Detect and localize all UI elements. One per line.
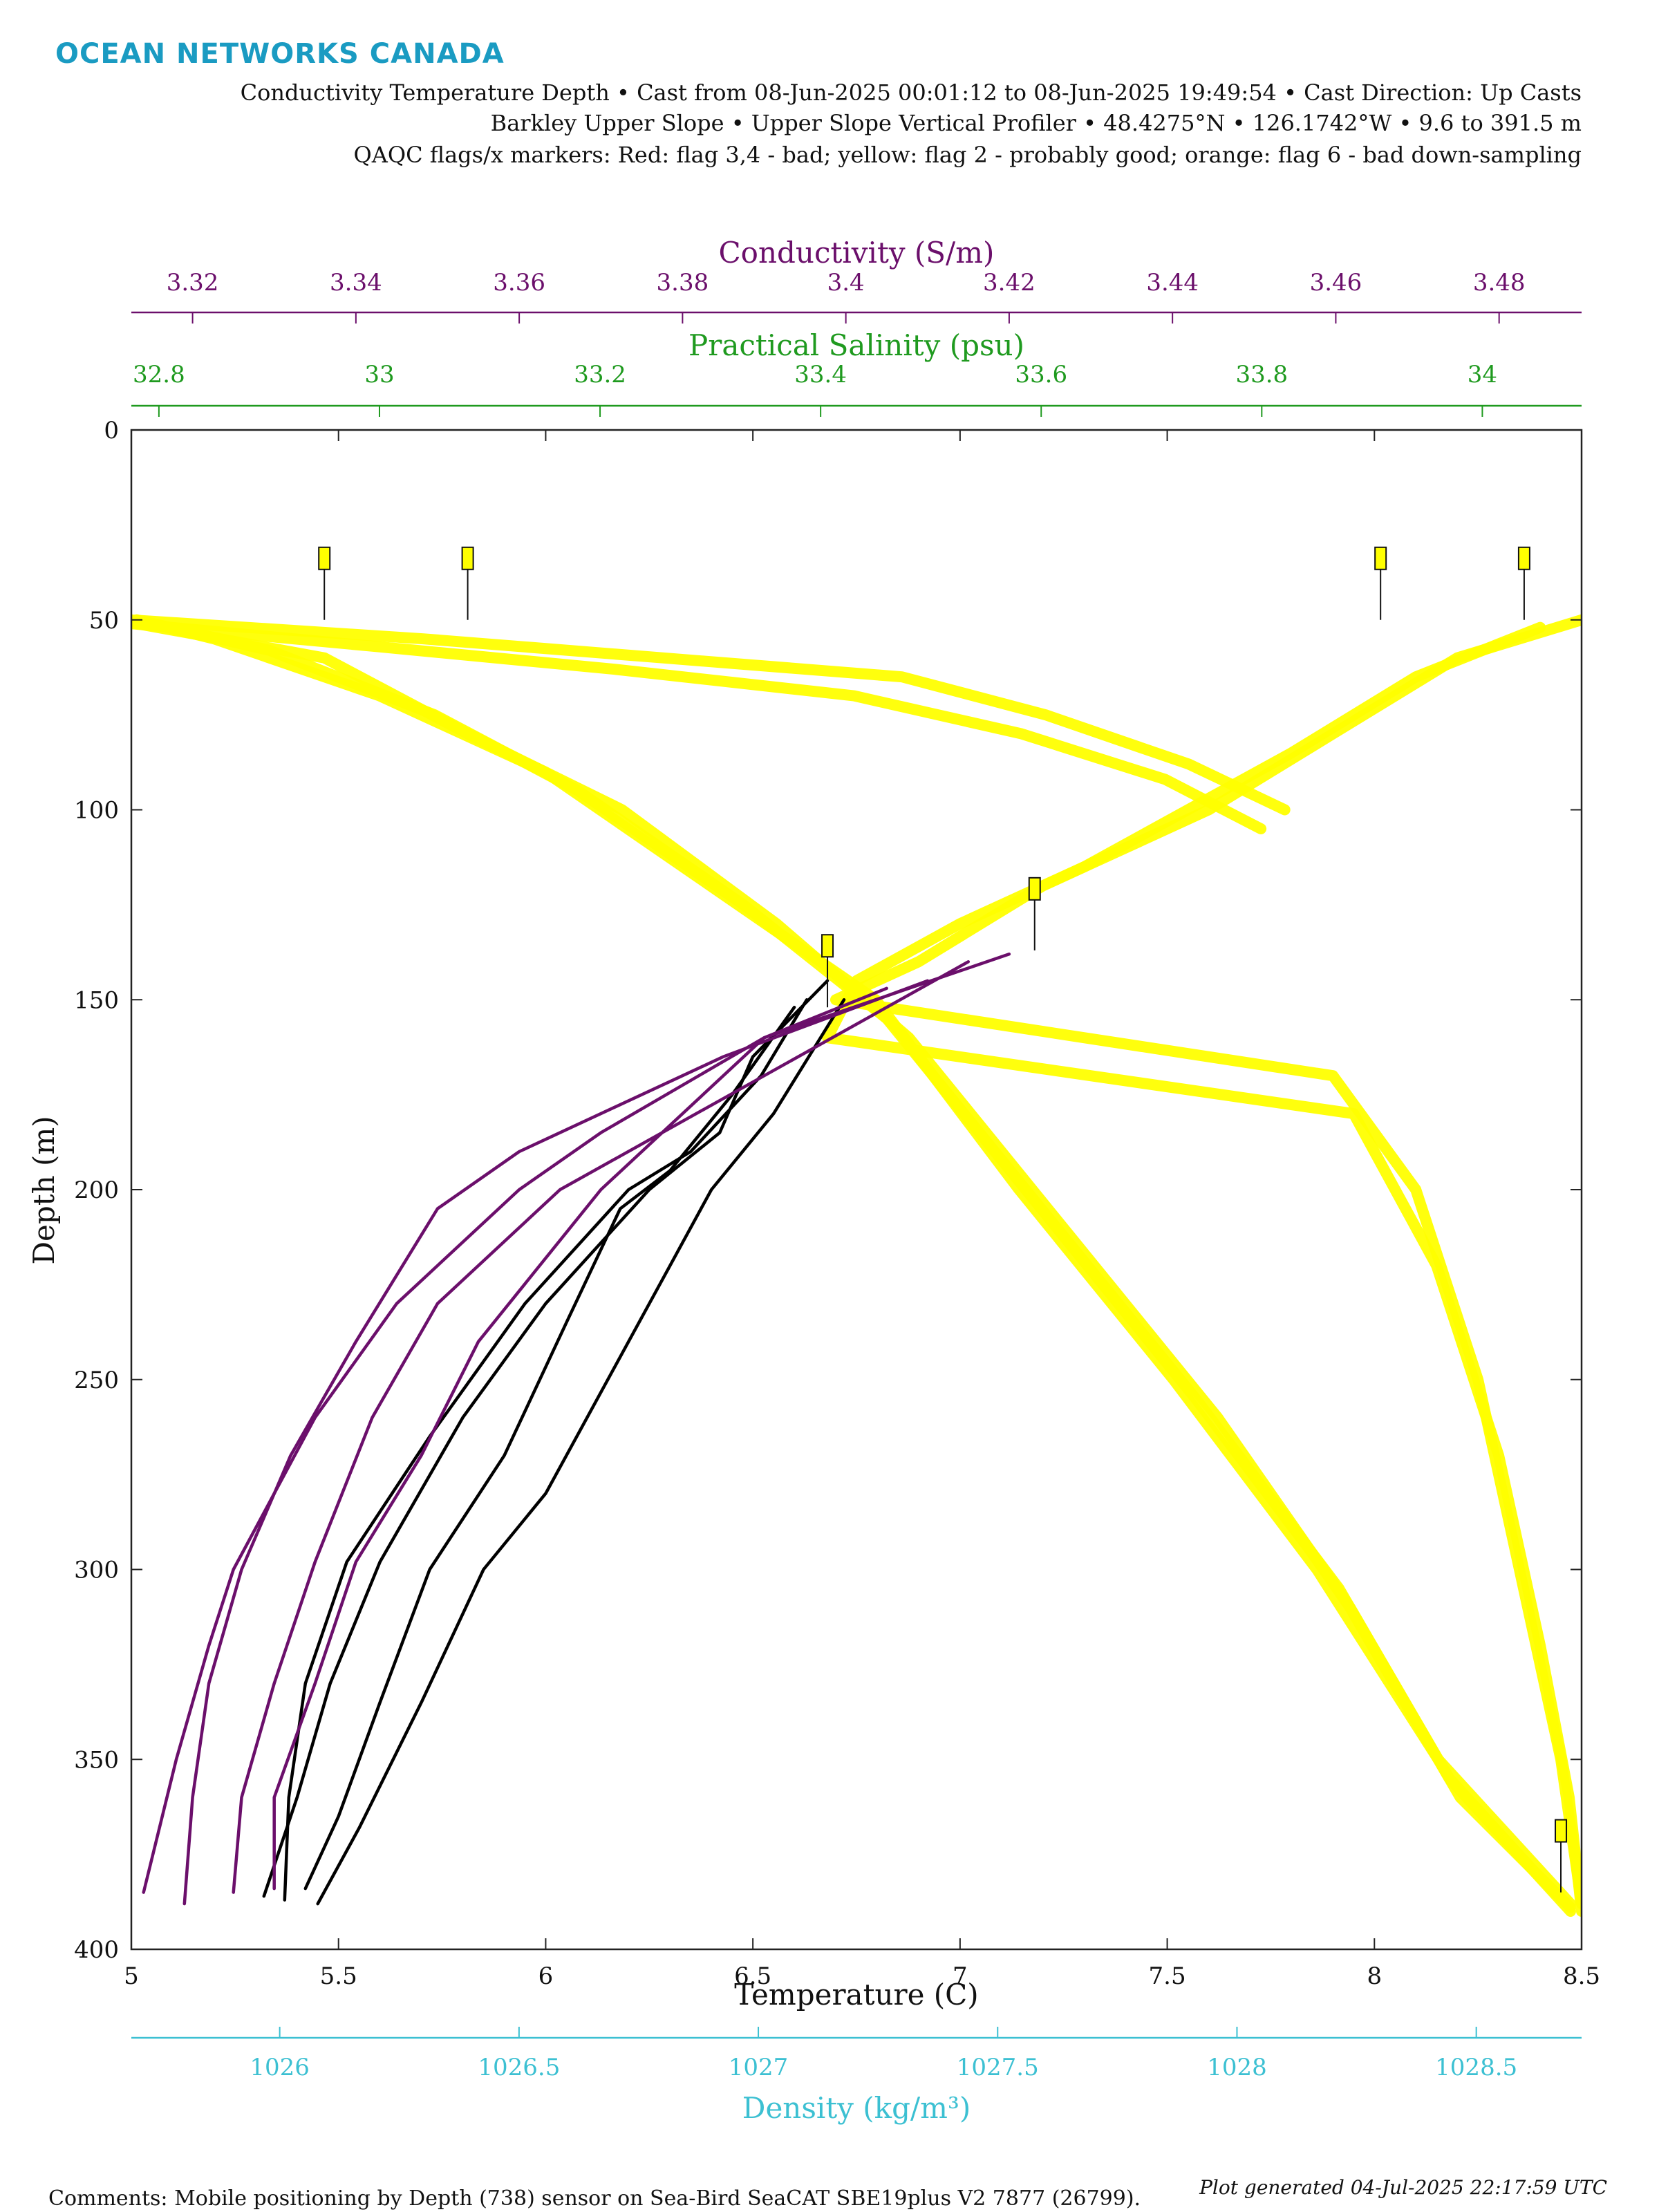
- conductivity-cast-2-line: [182, 979, 930, 1906]
- conductivity-tick-label: 3.4: [827, 269, 865, 297]
- temperature-tick-label: 5.5: [320, 1962, 357, 1990]
- salinity-tick-label: 34: [1468, 361, 1497, 388]
- salinity-tick-label: 32.8: [133, 361, 185, 388]
- temperature-tick-label: 5: [124, 1962, 139, 1990]
- qaqc-flag-marker: [1028, 877, 1041, 901]
- temperature-cast-1-line: [830, 614, 1582, 1910]
- salinity-ticks: 32.8 33 33.2 33.4 33.6 33.8 34: [133, 361, 1497, 417]
- temperature-tick-label: 6: [538, 1962, 554, 1990]
- temperature-cast-4-line: [316, 998, 846, 1906]
- temperature-cast-3-line: [303, 1005, 796, 1891]
- temperature-tick-label: 7.5: [1149, 1962, 1186, 1990]
- qaqc-flag-marker: [821, 934, 834, 958]
- conductivity-tick-label: 3.48: [1473, 269, 1526, 297]
- depth-tick-label: 400: [74, 1936, 119, 1964]
- density-ticks: 1026 1026.5 1027 1027.5 1028 1028.5: [250, 2027, 1517, 2081]
- temperature-cast-2-line: [822, 621, 1582, 1917]
- conductivity-tick-label: 3.32: [167, 269, 219, 297]
- qaqc-flag-marker: [461, 546, 474, 570]
- conductivity-tick-label: 3.36: [493, 269, 545, 297]
- qaqc-flag-marker: [1374, 546, 1387, 570]
- salinity-cast-3-line: [131, 618, 1576, 1913]
- conductivity-tick-label: 3.34: [330, 269, 382, 297]
- density-tick-label: 1028.5: [1435, 2054, 1517, 2081]
- depth-tick-label: 350: [74, 1746, 119, 1774]
- qaqc-flag-marker: [1517, 546, 1530, 570]
- depth-ticks: 0 50 100 150 200 250 300 350 400: [74, 417, 1582, 1964]
- depth-tick-label: 300: [74, 1557, 119, 1584]
- temperature-tick-label: 8: [1367, 1962, 1382, 1990]
- density-tick-label: 1026: [250, 2054, 310, 2081]
- title-line-3: QAQC flags/x markers: Red: flag 3,4 - ba…: [354, 142, 1582, 168]
- footer-comments: Comments: Mobile positioning by Depth (7…: [48, 2186, 1141, 2211]
- plot-series: [131, 614, 1582, 1917]
- qaqc-flag-marker: [318, 546, 331, 570]
- salinity-tick-label: 33.6: [1015, 361, 1067, 388]
- conductivity-tick-label: 3.38: [657, 269, 709, 297]
- temperature-axis-label: Temperature (C): [734, 1978, 978, 2012]
- salinity-axis: Practical Salinity (psu) 32.8 33 33.2 33.4 3…: [131, 328, 1582, 417]
- depth-tick-label: 0: [104, 417, 119, 444]
- depth-tick-label: 200: [74, 1177, 119, 1204]
- salinity-tick-label: 33.2: [574, 361, 626, 388]
- temperature-tick-label: 7: [953, 1962, 968, 1990]
- temperature-tick-label: 6.5: [734, 1962, 771, 1990]
- conductivity-ticks: 3.32 3.34 3.36 3.38 3.4 3.42 3.44 3.46 3.48: [167, 269, 1526, 324]
- qaqc-flag-marker: [1555, 1819, 1568, 1843]
- depth-tick-label: 50: [89, 607, 119, 635]
- density-tick-label: 1028: [1207, 2054, 1267, 2081]
- title-line-2: Barkley Upper Slope • Upper Slope Vertic…: [491, 110, 1582, 136]
- density-tick-label: 1027.5: [957, 2054, 1039, 2081]
- plot-generated-timestamp: Plot generated 04-Jul-2025 22:17:59 UTC: [1199, 2176, 1607, 2199]
- salinity-tick-label: 33: [364, 361, 394, 388]
- conductivity-cast-4-line: [272, 953, 1011, 1891]
- density-tick-label: 1026.5: [478, 2054, 560, 2081]
- conductivity-axis: Conductivity (S/m) 3.32 3.34 3.36 3.38 3.4 3.…: [131, 236, 1582, 324]
- depth-tick-label: 100: [74, 797, 119, 825]
- title-line-1: Conductivity Temperature Depth • Cast fr…: [241, 79, 1582, 106]
- temperature-tick-label: 8.5: [1563, 1962, 1600, 1990]
- temperature-cast-1-line: [262, 979, 830, 1898]
- salinity-cast-1-line: [131, 614, 1576, 1910]
- conductivity-axis-label: Conductivity (S/m): [719, 236, 995, 270]
- temperature-ticks: 5 5.5 6 6.5 7 7.5 8 8.5: [124, 430, 1600, 1990]
- depth-tick-label: 150: [74, 986, 119, 1014]
- plot-area-frame: [130, 429, 1583, 1951]
- brand-logo: OCEAN NETWORKS CANADA: [55, 38, 505, 70]
- salinity-tick-label: 33.8: [1235, 361, 1288, 388]
- salinity-axis-label: Practical Salinity (psu): [688, 328, 1024, 362]
- depth-axis-label: Depth (m): [27, 1116, 61, 1264]
- conductivity-tick-label: 3.44: [1146, 269, 1199, 297]
- density-tick-label: 1027: [729, 2054, 789, 2081]
- density-axis-label: Density (kg/m³): [742, 2091, 971, 2125]
- conductivity-cast-3-line: [232, 960, 971, 1894]
- conductivity-tick-label: 3.46: [1310, 269, 1362, 297]
- salinity-cast-2-line: [131, 614, 1576, 1917]
- qaqc-flags: [318, 546, 1568, 1893]
- density-cast-1-line: [131, 614, 1291, 816]
- temperature-cast-2-line: [283, 998, 809, 1902]
- density-cast-2-line: [131, 618, 1267, 834]
- salinity-tick-label: 33.4: [794, 361, 847, 388]
- depth-tick-label: 250: [74, 1367, 119, 1394]
- conductivity-cast-1-line: [142, 986, 888, 1894]
- conductivity-tick-label: 3.42: [983, 269, 1035, 297]
